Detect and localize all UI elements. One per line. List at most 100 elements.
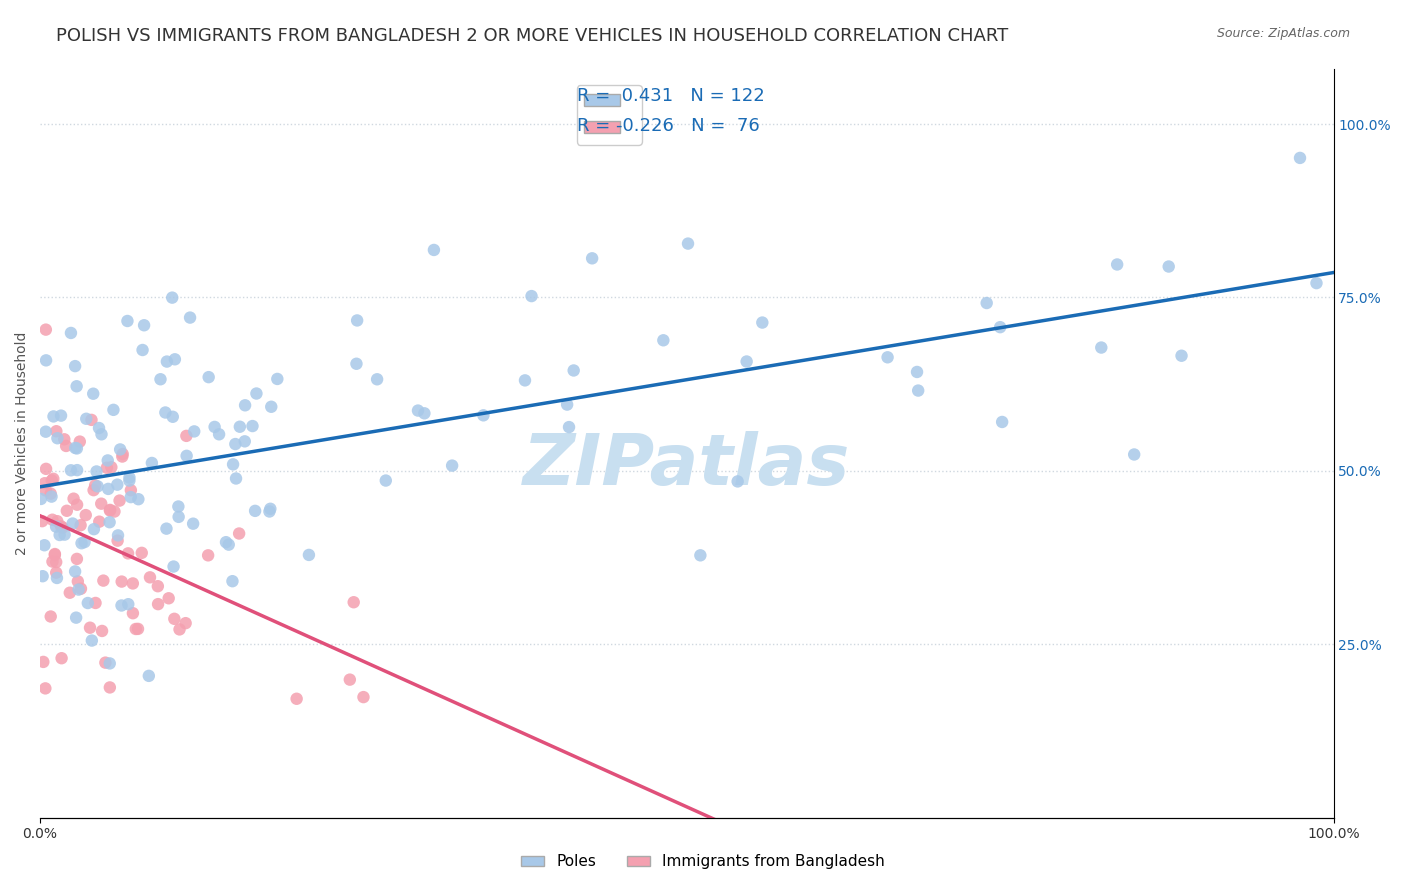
Point bbox=[53, 527, 76, 541]
Point bbox=[75, 508, 97, 522]
Point bbox=[1107, 257, 1129, 271]
Point bbox=[343, 595, 366, 609]
Point bbox=[69, 434, 91, 449]
Point bbox=[127, 492, 149, 507]
Point bbox=[346, 313, 368, 327]
Point bbox=[48, 528, 70, 542]
Point bbox=[110, 599, 132, 613]
Point bbox=[98, 503, 121, 517]
Point bbox=[31, 569, 53, 583]
Point bbox=[66, 552, 89, 566]
Point bbox=[988, 320, 1011, 334]
Text: R =  0.431   N = 122: R = 0.431 N = 122 bbox=[576, 87, 765, 105]
Point bbox=[49, 409, 72, 423]
Point bbox=[45, 571, 67, 585]
Point bbox=[555, 398, 578, 412]
Point bbox=[146, 597, 169, 611]
Point bbox=[204, 420, 226, 434]
Point bbox=[84, 478, 107, 492]
Point bbox=[562, 363, 585, 377]
Point bbox=[174, 616, 197, 631]
Point bbox=[215, 535, 238, 549]
Point bbox=[120, 490, 142, 504]
Point bbox=[98, 515, 121, 529]
Point bbox=[46, 431, 69, 445]
Point bbox=[233, 398, 256, 412]
Point bbox=[98, 681, 121, 695]
Point bbox=[876, 351, 898, 365]
Point bbox=[30, 491, 52, 506]
Point bbox=[285, 691, 308, 706]
Point bbox=[76, 596, 98, 610]
Point bbox=[66, 379, 89, 393]
Point bbox=[39, 609, 62, 624]
Point bbox=[118, 474, 141, 488]
Point bbox=[905, 365, 928, 379]
Point bbox=[197, 370, 219, 384]
Point bbox=[108, 442, 131, 457]
Point bbox=[35, 462, 58, 476]
Point bbox=[163, 352, 186, 367]
Point bbox=[90, 427, 112, 442]
Point bbox=[1170, 349, 1192, 363]
Text: Source: ZipAtlas.com: Source: ZipAtlas.com bbox=[1216, 27, 1350, 40]
Point bbox=[735, 354, 758, 368]
Point bbox=[413, 406, 436, 420]
Point bbox=[65, 441, 87, 455]
Point bbox=[59, 463, 82, 477]
Point bbox=[689, 549, 711, 563]
Point bbox=[51, 651, 73, 665]
Point bbox=[31, 514, 53, 528]
Point bbox=[45, 519, 67, 533]
Point bbox=[80, 633, 103, 648]
Point bbox=[111, 574, 134, 589]
Point bbox=[56, 504, 79, 518]
Point bbox=[218, 538, 240, 552]
Point bbox=[93, 574, 115, 588]
Point bbox=[155, 522, 177, 536]
Point bbox=[125, 622, 148, 636]
Point bbox=[160, 291, 183, 305]
Point bbox=[90, 497, 112, 511]
Point bbox=[167, 509, 190, 524]
Point bbox=[229, 419, 252, 434]
Point bbox=[51, 520, 73, 534]
Point bbox=[727, 475, 749, 489]
Point bbox=[122, 606, 145, 620]
Point bbox=[117, 597, 139, 611]
Point bbox=[103, 504, 125, 518]
Point bbox=[162, 409, 184, 424]
Point bbox=[339, 673, 361, 687]
Point bbox=[472, 409, 495, 423]
Point bbox=[108, 493, 131, 508]
Point bbox=[66, 574, 89, 589]
Point bbox=[86, 479, 108, 493]
Point bbox=[1090, 341, 1112, 355]
Point bbox=[45, 555, 67, 569]
Point bbox=[34, 538, 56, 552]
Point bbox=[179, 310, 201, 325]
Point bbox=[65, 610, 87, 624]
Point bbox=[513, 373, 536, 387]
Point bbox=[259, 504, 281, 518]
Point bbox=[82, 386, 104, 401]
Point bbox=[97, 453, 120, 467]
Point bbox=[346, 357, 368, 371]
Point bbox=[86, 465, 108, 479]
Point bbox=[259, 501, 281, 516]
Point bbox=[221, 574, 243, 589]
Point bbox=[100, 460, 122, 475]
Point bbox=[423, 243, 446, 257]
Point bbox=[162, 559, 184, 574]
Point bbox=[139, 570, 162, 584]
Point bbox=[79, 621, 101, 635]
Point bbox=[83, 483, 105, 498]
Point bbox=[138, 669, 160, 683]
Point bbox=[70, 536, 93, 550]
Point bbox=[62, 491, 84, 506]
Legend: Poles, Immigrants from Bangladesh: Poles, Immigrants from Bangladesh bbox=[515, 848, 891, 875]
Point bbox=[103, 402, 125, 417]
Point bbox=[118, 470, 141, 484]
Point bbox=[42, 472, 65, 486]
Point bbox=[46, 514, 69, 528]
